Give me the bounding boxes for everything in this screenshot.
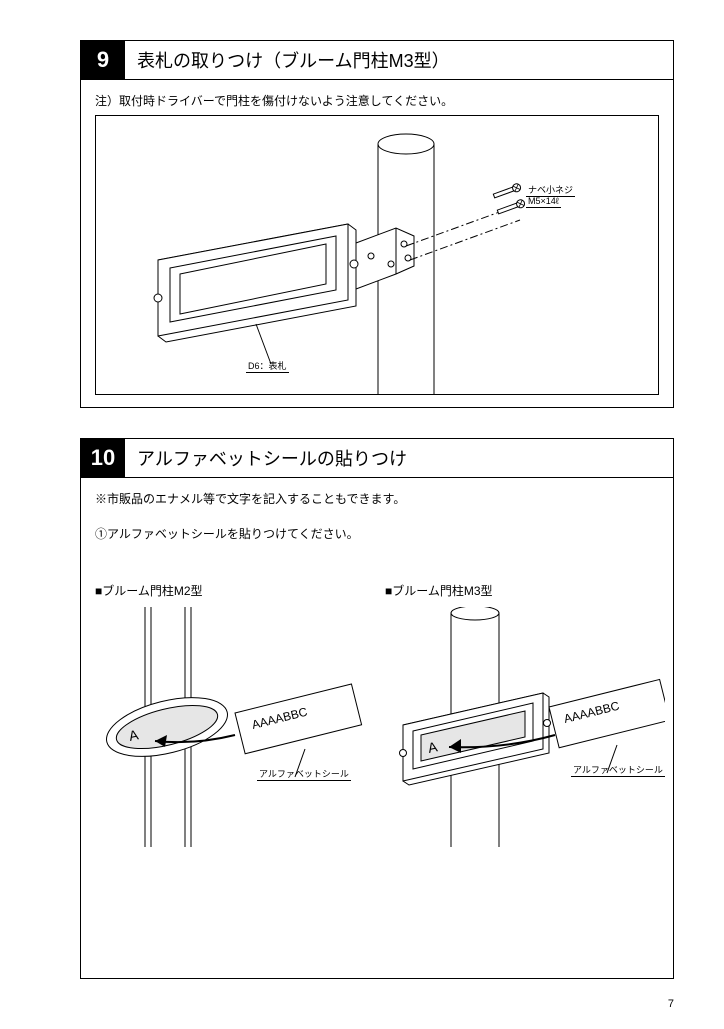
- section-10-columns: ■ブルーム門柱M2型 A: [95, 582, 659, 842]
- section-10-number: 10: [81, 439, 125, 477]
- sticker-label-right: アルファベットシール: [571, 766, 665, 777]
- section-10-step1: ①アルファベットシールを貼りつけてください。: [95, 525, 659, 542]
- screw-label: ナベ小ネジ M5×14ℓ: [526, 186, 575, 208]
- section-10-header: 10 アルファベットシールの貼りつけ: [81, 439, 673, 478]
- section-10-note: ※市販品のエナメル等で文字を記入することもできます。: [95, 490, 659, 507]
- section-9-header: 9 表札の取りつけ（ブルーム門柱M3型）: [81, 41, 673, 80]
- column-m2-title: ■ブルーム門柱M2型: [95, 582, 365, 599]
- column-m3: ■ブルーム門柱M3型: [385, 582, 665, 842]
- section-10: 10 アルファベットシールの貼りつけ ※市販品のエナメル等で文字を記入することも…: [80, 438, 674, 979]
- section-9-caution: 注）取付時ドライバーで門柱を傷付けないよう注意してください。: [95, 92, 659, 109]
- section-9-title: 表札の取りつけ（ブルーム門柱M3型）: [125, 41, 673, 79]
- page-number: 7: [668, 998, 674, 1010]
- diagram-m2-svg: A AAAABBC: [95, 607, 365, 847]
- part-d6-label: D6：表札: [246, 362, 289, 373]
- section-10-body: ※市販品のエナメル等で文字を記入することもできます。 ①アルファベットシールを貼…: [81, 478, 673, 978]
- section-9-body: 注）取付時ドライバーで門柱を傷付けないよう注意してください。: [81, 80, 673, 407]
- section-9-number: 9: [81, 41, 125, 79]
- section-10-title: アルファベットシールの貼りつけ: [125, 439, 673, 477]
- diagram-9-svg: [96, 116, 656, 394]
- column-m3-title: ■ブルーム門柱M3型: [385, 582, 665, 599]
- section-9: 9 表札の取りつけ（ブルーム門柱M3型） 注）取付時ドライバーで門柱を傷付けない…: [80, 40, 674, 408]
- screw-label-bottom: M5×14ℓ: [526, 197, 561, 208]
- diagram-m3-svg: A AAAABBC: [385, 607, 665, 847]
- column-m2: ■ブルーム門柱M2型 A: [95, 582, 365, 842]
- sticker-label-left: アルファベットシール: [257, 770, 351, 781]
- part-d6-label-text: D6：表札: [246, 362, 289, 373]
- diagram-nameplate-mounting: ナベ小ネジ M5×14ℓ D6：表札: [95, 115, 659, 395]
